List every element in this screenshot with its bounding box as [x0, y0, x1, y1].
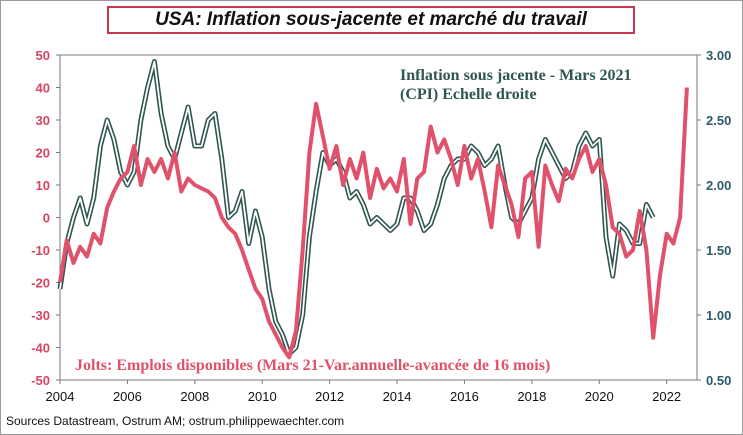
left-tick-label: -40 [31, 341, 50, 356]
left-tick-label: 20 [36, 146, 50, 161]
x-tick-label: 2006 [113, 389, 142, 404]
x-axis-ticks: 2004 2006 2008 2010 2012 2014 2016 2018 2020 2022 [46, 380, 681, 404]
x-tick-label: 2004 [46, 389, 75, 404]
right-tick-label: 2.00 [706, 178, 731, 193]
right-tick-label: 0.50 [706, 373, 731, 388]
x-tick-label: 2016 [450, 389, 479, 404]
x-tick-label: 2012 [315, 389, 344, 404]
x-tick-label: 2014 [383, 389, 412, 404]
left-tick-label: 0 [43, 211, 50, 226]
right-tick-label: 1.50 [706, 243, 731, 258]
cpi-series-line-core [59, 60, 654, 355]
jolts-series-line [58, 87, 689, 360]
x-tick-label: 2008 [180, 389, 209, 404]
cpi-annotation-line2: (CPI) Echelle droite [400, 86, 537, 103]
x-tick-label: 2020 [585, 389, 614, 404]
left-axis-ticks: 50 40 30 20 10 0 -10 -20 -30 -40 -50 [31, 48, 60, 388]
series-lines [57, 59, 689, 360]
right-tick-label: 3.00 [706, 48, 731, 63]
chart-title: USA: Inflation sous-jacente et marché du… [107, 6, 635, 34]
left-tick-label: -10 [31, 243, 50, 258]
left-tick-label: 40 [36, 81, 50, 96]
cpi-series-line-outline [57, 59, 656, 357]
x-tick-label: 2010 [248, 389, 277, 404]
left-tick-label: 30 [36, 113, 50, 128]
x-tick-label: 2018 [517, 389, 546, 404]
x-tick-label: 2022 [652, 389, 681, 404]
cpi-annotation-line1: Inflation sous jacente - Mars 2021 [400, 67, 632, 84]
left-tick-label: -50 [31, 373, 50, 388]
left-tick-label: -20 [31, 276, 50, 291]
left-tick-label: 50 [36, 48, 50, 63]
jolts-annotation: Jolts: Emplois disponibles (Mars 21-Var.… [75, 357, 550, 374]
right-tick-label: 2.50 [706, 113, 731, 128]
left-tick-label: -30 [31, 308, 50, 323]
right-axis-ticks: 3.00 2.50 2.00 1.50 1.00 0.50 [697, 48, 731, 388]
right-tick-label: 1.00 [706, 308, 731, 323]
source-note: Sources Datastream, Ostrum AM; ostrum.ph… [6, 414, 345, 428]
left-tick-label: 10 [36, 178, 50, 193]
